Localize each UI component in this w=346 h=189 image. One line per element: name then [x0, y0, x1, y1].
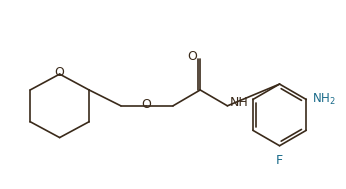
Text: O: O	[55, 66, 65, 79]
Text: NH: NH	[230, 96, 249, 109]
Text: O: O	[141, 98, 151, 112]
Text: NH$_2$: NH$_2$	[312, 92, 336, 107]
Text: O: O	[187, 50, 197, 63]
Text: F: F	[276, 154, 283, 167]
